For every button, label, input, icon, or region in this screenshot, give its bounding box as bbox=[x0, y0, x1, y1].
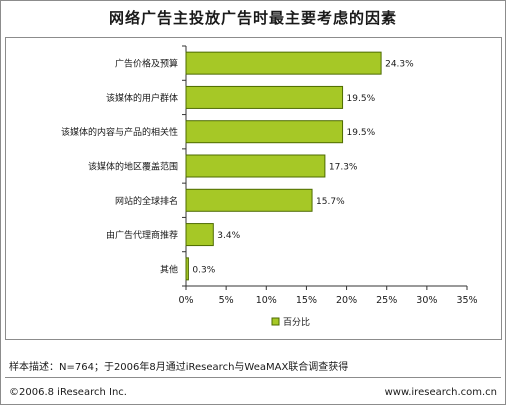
value-label: 0.3% bbox=[192, 265, 215, 275]
chart-title: 网络广告主投放广告时最主要考虑的因素 bbox=[108, 9, 397, 27]
x-tick-label: 15% bbox=[296, 295, 317, 306]
bar-chart: 0% 5% 10% 15% 20% 25% 30% 35% 广告价格及预算 24.3% 该媒体的用户… bbox=[61, 45, 478, 328]
value-label: 17.3% bbox=[329, 163, 358, 173]
x-tick-label: 10% bbox=[256, 295, 277, 306]
x-tick-label: 0% bbox=[178, 295, 193, 306]
category-label: 该媒体的地区覆盖范围 bbox=[88, 161, 178, 173]
x-tick-label: 30% bbox=[416, 295, 437, 306]
copyright-text: ©2006.8 iResearch Inc. bbox=[9, 387, 127, 398]
bar bbox=[185, 188, 313, 212]
category-label: 该媒体的内容与产品的相关性 bbox=[61, 126, 178, 138]
plot-area: 0% 5% 10% 15% 20% 25% 30% 35% 广告价格及预算 24.3% 该媒体的用户… bbox=[5, 37, 502, 340]
x-tick-label: 25% bbox=[376, 295, 397, 306]
bar bbox=[185, 120, 344, 144]
category-label: 广告价格及预算 bbox=[115, 58, 178, 70]
category-label: 由广告代理商推荐 bbox=[106, 229, 178, 241]
category-label: 该媒体的用户群体 bbox=[106, 92, 178, 104]
footer-divider bbox=[5, 377, 501, 378]
category-label: 网站的全球排名 bbox=[115, 195, 178, 207]
website-link[interactable]: www.iresearch.com.cn bbox=[384, 387, 497, 398]
value-label: 19.5% bbox=[347, 94, 376, 104]
x-tick-label: 20% bbox=[336, 295, 357, 306]
bar bbox=[185, 154, 326, 178]
value-label: 19.5% bbox=[347, 128, 376, 138]
legend-label: 百分比 bbox=[283, 316, 310, 328]
category-label: 其他 bbox=[160, 263, 178, 275]
sample-note: 样本描述：N=764；于2006年8月通过iResearch与WeaMAX联合调… bbox=[9, 362, 349, 373]
x-tick-label: 35% bbox=[456, 295, 477, 306]
value-label: 24.3% bbox=[385, 60, 414, 70]
bar bbox=[185, 85, 344, 109]
x-tick-label: 5% bbox=[219, 295, 234, 306]
legend-swatch bbox=[271, 317, 280, 326]
bar bbox=[185, 51, 382, 75]
value-label: 15.7% bbox=[316, 197, 345, 207]
bar bbox=[185, 257, 189, 281]
bar bbox=[185, 223, 214, 247]
value-label: 3.4% bbox=[217, 231, 240, 241]
